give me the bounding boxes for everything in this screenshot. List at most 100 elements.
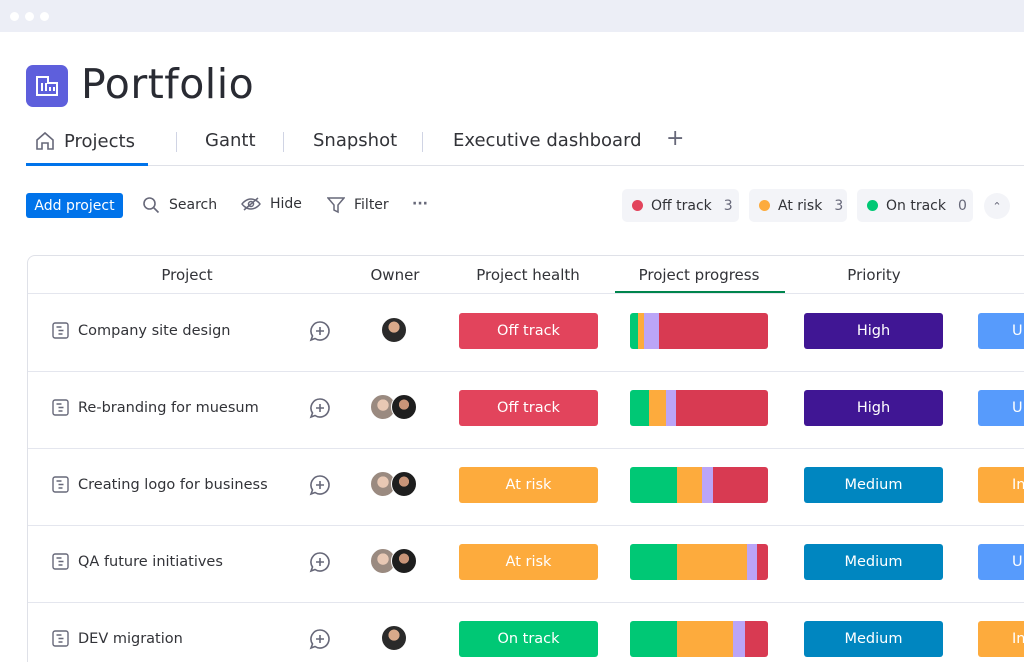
status-count: 3 xyxy=(723,197,733,214)
health-status-pill[interactable]: At risk xyxy=(459,467,598,503)
status-pill[interactable]: U xyxy=(978,544,1024,580)
avatar[interactable] xyxy=(381,625,407,651)
add-update-button[interactable] xyxy=(309,551,331,577)
item-icon xyxy=(52,630,69,647)
project-name-cell[interactable]: Company site design xyxy=(52,322,231,339)
status-pill[interactable]: In xyxy=(978,621,1024,657)
add-view-button[interactable]: + xyxy=(666,126,684,151)
owner-cell[interactable] xyxy=(370,548,417,578)
chat-plus-icon xyxy=(309,629,330,650)
priority-pill[interactable]: Medium xyxy=(804,544,943,580)
chevron-up-icon: ⌃ xyxy=(992,199,1002,213)
progress-segment xyxy=(665,390,676,426)
column-header-project[interactable]: Project xyxy=(161,266,213,284)
more-options-button[interactable]: ··· xyxy=(412,196,428,212)
eye-off-icon xyxy=(241,197,261,211)
status-label: At risk xyxy=(778,197,823,214)
search-button[interactable]: Search xyxy=(142,196,217,214)
priority-pill[interactable]: High xyxy=(804,390,943,426)
add-update-button[interactable] xyxy=(309,320,331,346)
project-name-cell[interactable]: Re-branding for muesum xyxy=(52,399,259,416)
owner-cell[interactable] xyxy=(370,471,417,501)
progress-bar xyxy=(630,544,768,580)
status-dot xyxy=(867,200,878,211)
column-header-progress[interactable]: Project progress xyxy=(638,266,760,284)
health-status-pill[interactable]: Off track xyxy=(459,390,598,426)
priority-pill[interactable]: Medium xyxy=(804,621,943,657)
column-active-indicator xyxy=(615,291,785,293)
window-titlebar xyxy=(0,0,1024,32)
table-row: Creating logo for business At risk Mediu… xyxy=(28,448,1024,525)
avatar[interactable] xyxy=(391,471,417,497)
chat-plus-icon xyxy=(309,475,330,496)
row-divider xyxy=(28,525,1024,526)
project-name: DEV migration xyxy=(78,630,183,647)
column-header-owner[interactable]: Owner xyxy=(370,266,420,284)
progress-segment xyxy=(630,390,650,426)
priority-pill[interactable]: Medium xyxy=(804,467,943,503)
hide-button[interactable]: Hide xyxy=(241,196,302,212)
tab-divider xyxy=(422,132,423,152)
row-divider xyxy=(28,371,1024,372)
tab-label: Projects xyxy=(64,130,135,152)
add-update-button[interactable] xyxy=(309,628,331,654)
table-row: DEV migration On track Medium In xyxy=(28,602,1024,662)
tab-projects[interactable]: Projects xyxy=(34,130,135,152)
window-dot xyxy=(10,12,19,21)
project-name: Re-branding for muesum xyxy=(78,399,259,416)
project-name: QA future initiatives xyxy=(78,553,223,570)
chat-plus-icon xyxy=(309,398,330,419)
status-pill[interactable]: In xyxy=(978,467,1024,503)
chat-plus-icon xyxy=(309,552,330,573)
tab-snapshot[interactable]: Snapshot xyxy=(313,130,397,151)
project-name-cell[interactable]: QA future initiatives xyxy=(52,553,223,570)
progress-bar xyxy=(630,390,768,426)
progress-segment xyxy=(676,621,734,657)
progress-segment xyxy=(630,621,677,657)
health-status-pill[interactable]: Off track xyxy=(459,313,598,349)
avatar[interactable] xyxy=(391,548,417,574)
column-header-priority[interactable]: Priority xyxy=(847,266,901,284)
progress-segment xyxy=(701,467,713,503)
project-name-cell[interactable]: DEV migration xyxy=(52,630,183,647)
page-title: Portfolio xyxy=(81,60,255,108)
tab-label: Snapshot xyxy=(313,130,398,151)
column-header-health[interactable]: Project health xyxy=(476,266,580,284)
avatar[interactable] xyxy=(381,317,407,343)
table-row: QA future initiatives At risk Medium U xyxy=(28,525,1024,602)
progress-segment xyxy=(733,621,745,657)
priority-pill[interactable]: High xyxy=(804,313,943,349)
add-project-button[interactable]: Add project xyxy=(26,193,123,218)
item-icon xyxy=(52,399,69,416)
status-chip-off-track[interactable]: Off track 3 xyxy=(622,189,739,222)
tab-gantt[interactable]: Gantt xyxy=(205,130,256,151)
tab-label: Gantt xyxy=(205,130,256,151)
view-tabs: Projects Gantt Snapshot Executive dashbo… xyxy=(26,126,1024,166)
status-pill[interactable]: U xyxy=(978,390,1024,426)
health-status-pill[interactable]: On track xyxy=(459,621,598,657)
health-status-pill[interactable]: At risk xyxy=(459,544,598,580)
status-chip-on-track[interactable]: On track 0 xyxy=(857,189,973,222)
header-divider xyxy=(28,293,1024,294)
item-icon xyxy=(52,322,69,339)
tab-executive-dashboard[interactable]: Executive dashboard xyxy=(453,130,642,151)
progress-bar xyxy=(630,621,768,657)
table-row: Re-branding for muesum Off track High U xyxy=(28,371,1024,448)
status-pill[interactable]: U xyxy=(978,313,1024,349)
project-name-cell[interactable]: Creating logo for business xyxy=(52,476,268,493)
owner-cell[interactable] xyxy=(370,394,417,424)
status-count: 0 xyxy=(957,197,967,214)
owner-cell[interactable] xyxy=(381,317,407,347)
progress-segment xyxy=(676,544,748,580)
hide-label: Hide xyxy=(270,196,302,212)
avatar[interactable] xyxy=(391,394,417,420)
status-chip-at-risk[interactable]: At risk 3 xyxy=(749,189,847,222)
filter-button[interactable]: Filter xyxy=(327,196,389,214)
add-update-button[interactable] xyxy=(309,474,331,500)
tab-label: Executive dashboard xyxy=(453,130,642,151)
add-update-button[interactable] xyxy=(309,397,331,423)
chat-plus-icon xyxy=(309,321,330,342)
collapse-button[interactable]: ⌃ xyxy=(984,193,1010,219)
owner-cell[interactable] xyxy=(381,625,407,655)
progress-segment xyxy=(649,390,666,426)
